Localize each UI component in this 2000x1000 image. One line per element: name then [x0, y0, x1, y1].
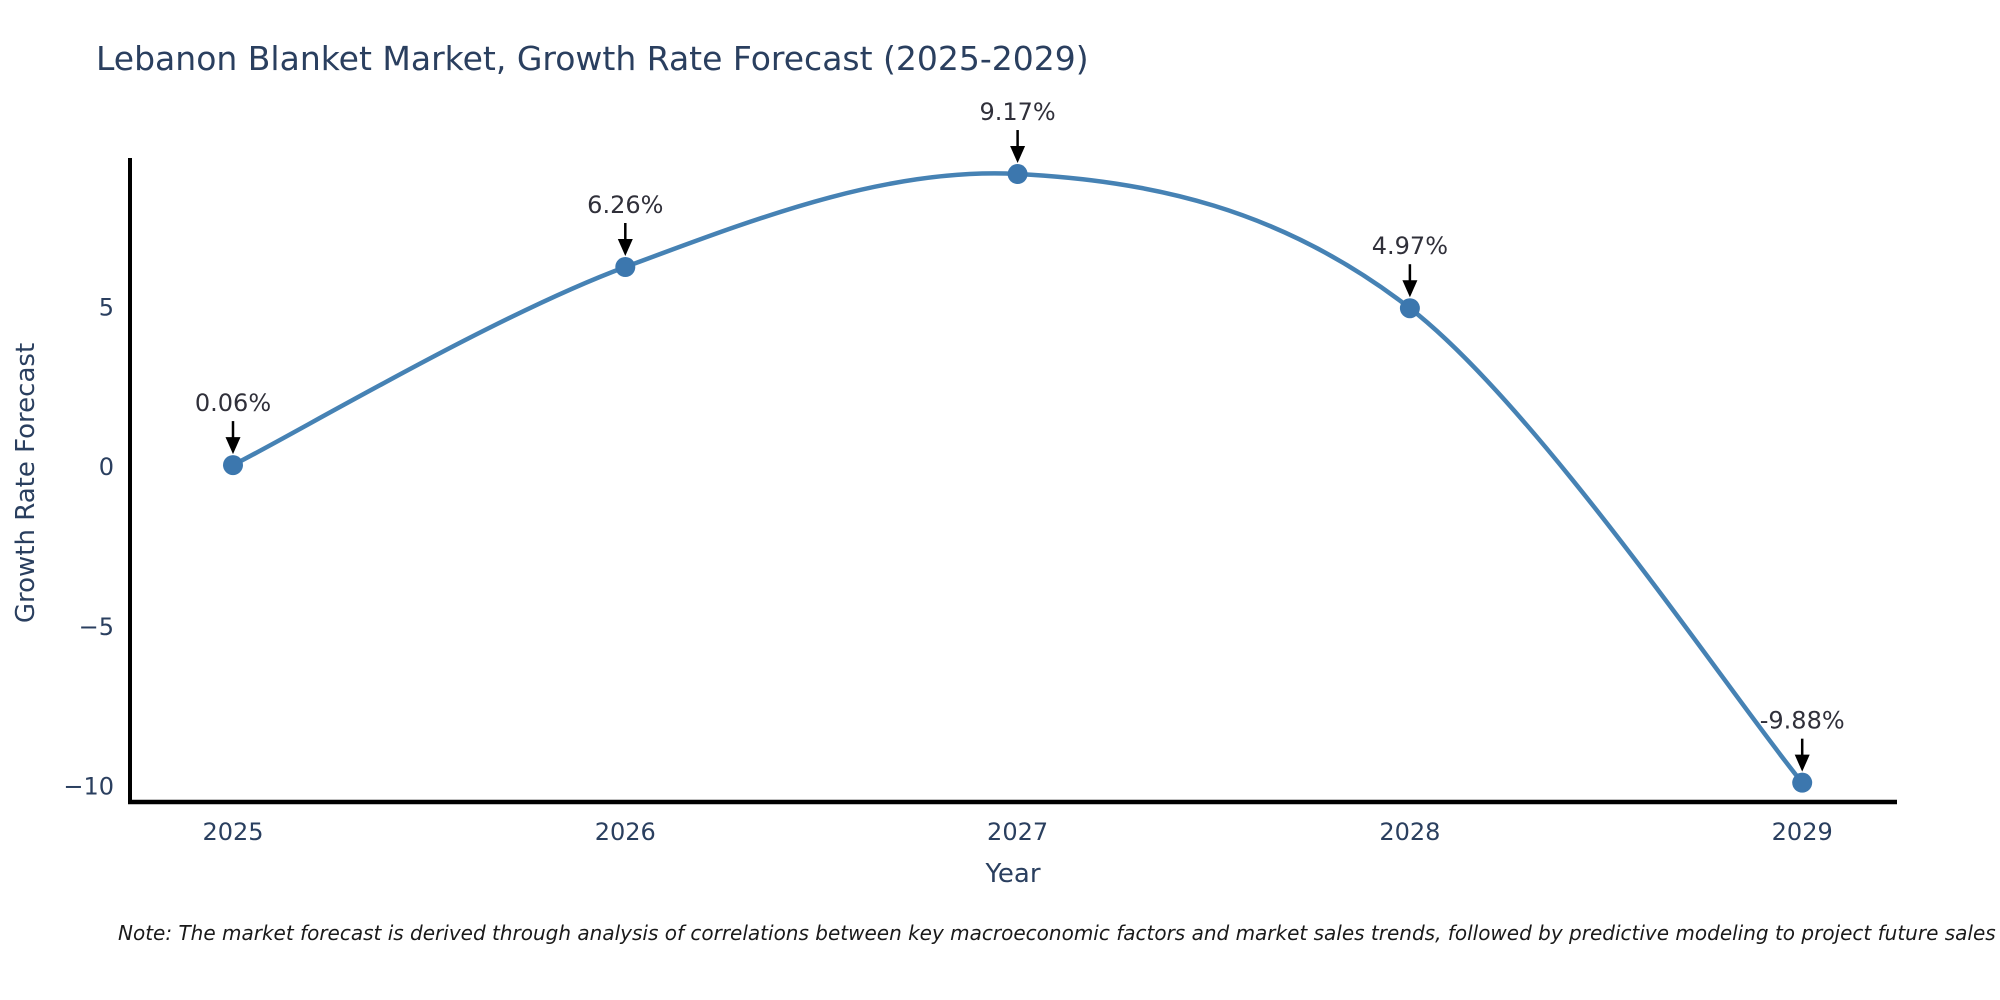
data-point-marker — [1007, 164, 1028, 185]
x-tick-label: 2028 — [1379, 818, 1440, 846]
x-axis-title: Year — [984, 859, 1040, 889]
x-axis-tick-labels: 2025 2026 2027 2028 2029 — [202, 818, 1832, 846]
data-point-value-label: 4.97% — [1372, 232, 1448, 260]
x-tick-label: 2027 — [987, 818, 1048, 846]
annotation-arrow-head — [225, 437, 241, 455]
annotation-labels-group: 0.06% 6.26% 9.17% 4.97% -9.88% — [195, 98, 1845, 735]
data-point-value-label: 9.17% — [979, 98, 1055, 126]
y-tick-label: 0 — [99, 453, 114, 481]
annotation-arrow-head — [617, 238, 633, 256]
annotation-arrow-head — [1010, 146, 1026, 164]
chart-title: Lebanon Blanket Market, Growth Rate Fore… — [96, 39, 1089, 78]
annotation-arrow-head — [1794, 754, 1810, 772]
data-point-marker — [615, 256, 636, 277]
footnote: Note: The market forecast is derived thr… — [118, 921, 1996, 945]
forecast-curve-group — [230, 171, 1805, 785]
annotation-arrow-head — [1402, 280, 1418, 298]
y-tick-label: −10 — [63, 773, 114, 801]
x-tick-label: 2029 — [1772, 818, 1833, 846]
data-point-value-label: 6.26% — [587, 191, 663, 219]
y-axis-tick-labels: 5 0 −5 −10 — [63, 293, 114, 800]
y-axis-title: Growth Rate Forecast — [11, 343, 41, 623]
y-tick-label: 5 — [99, 293, 114, 321]
annotation-arrows-group — [225, 130, 1810, 772]
data-point-marker — [223, 455, 243, 476]
data-markers-group — [223, 164, 1813, 793]
data-point-value-label: 0.06% — [195, 389, 271, 417]
y-tick-label: −5 — [79, 613, 114, 641]
x-tick-label: 2026 — [595, 818, 656, 846]
data-point-value-label: -9.88% — [1760, 707, 1845, 735]
data-point-marker — [1399, 298, 1420, 319]
x-tick-label: 2025 — [202, 818, 263, 846]
forecast-line — [230, 171, 1805, 785]
data-point-marker — [1792, 772, 1813, 793]
